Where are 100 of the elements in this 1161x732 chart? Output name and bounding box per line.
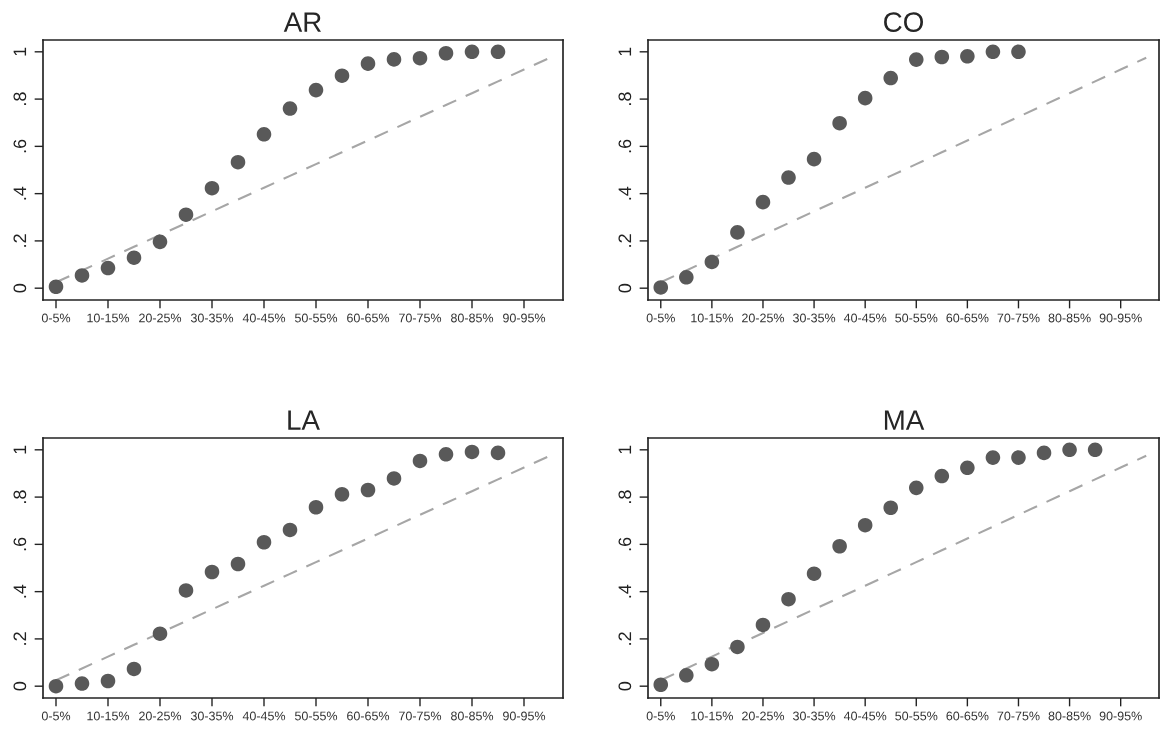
point	[832, 538, 847, 554]
point	[256, 534, 272, 550]
point	[679, 668, 694, 683]
x-tick-label: 80-85%	[1048, 313, 1091, 323]
point	[308, 82, 324, 98]
x-tick-label: 10-15%	[87, 711, 130, 721]
x-tick-label: 90-95%	[1099, 313, 1142, 323]
point	[490, 445, 506, 461]
point	[704, 656, 720, 672]
point	[781, 591, 796, 607]
point	[679, 270, 694, 285]
point	[985, 450, 1001, 465]
y-tick-label: .6	[618, 537, 632, 551]
point	[412, 50, 428, 66]
point	[730, 225, 745, 240]
y-tick-label: 1	[13, 47, 27, 56]
x-tick-label: 30-35%	[190, 313, 234, 323]
point	[334, 486, 350, 502]
point	[282, 522, 298, 538]
point	[438, 45, 454, 61]
x-tick-label: 20-25%	[742, 711, 785, 721]
point	[126, 250, 142, 265]
y-tick-label: .4	[618, 186, 632, 200]
x-tick-label: 40-45%	[843, 313, 887, 323]
chart-title: LA	[288, 410, 320, 430]
x-tick-label: 50-55%	[895, 313, 938, 323]
y-tick-label: .4	[13, 584, 27, 598]
x-tick-label: 90-95%	[1099, 711, 1142, 721]
y-tick-label: .8	[13, 92, 27, 105]
x-tick-label: 60-65%	[347, 313, 390, 323]
x-tick-label: 70-75%	[997, 711, 1040, 721]
x-tick-label: 70-75%	[997, 313, 1040, 323]
point	[857, 90, 873, 106]
y-tick-label: .2	[618, 632, 632, 645]
x-tick-label: 60-65%	[946, 313, 989, 323]
point	[464, 444, 480, 460]
y-tick-label: .8	[618, 490, 632, 503]
point	[704, 254, 720, 270]
point	[412, 453, 428, 469]
chart-title: MA	[884, 410, 925, 430]
chart-title: AR	[283, 12, 321, 32]
point	[832, 115, 847, 131]
x-tick-label: 70-75%	[399, 711, 442, 721]
point	[908, 52, 924, 67]
point	[230, 556, 246, 572]
point	[308, 499, 324, 515]
point	[490, 44, 506, 60]
x-tick-label: 90-95%	[503, 711, 546, 721]
point	[806, 566, 822, 581]
point	[230, 154, 246, 170]
point	[1011, 44, 1026, 60]
point	[934, 49, 950, 65]
point	[438, 447, 454, 462]
y-tick-label: .6	[618, 139, 632, 153]
point	[204, 180, 220, 196]
x-tick-label: 0-5%	[41, 711, 71, 721]
y-tick-label: .4	[618, 584, 632, 598]
point	[74, 676, 90, 691]
x-tick-label: 10-15%	[691, 711, 733, 721]
x-tick-label: 60-65%	[946, 711, 989, 721]
point	[386, 471, 402, 486]
point	[100, 673, 116, 689]
x-tick-label: 80-85%	[451, 313, 494, 323]
point	[1011, 450, 1026, 465]
point	[781, 170, 796, 185]
x-tick-label: 50-55%	[294, 711, 338, 721]
point	[256, 127, 272, 142]
point	[178, 207, 194, 222]
x-tick-label: 90-95%	[503, 313, 546, 323]
x-tick-label: 50-55%	[294, 313, 338, 323]
point	[386, 52, 402, 67]
y-tick-label: .8	[13, 490, 27, 503]
point	[48, 279, 64, 295]
point	[464, 44, 480, 60]
point	[1036, 445, 1052, 461]
x-tick-label: 20-25%	[742, 313, 785, 323]
x-tick-label: 0-5%	[41, 313, 71, 323]
x-tick-label: 30-35%	[793, 313, 836, 323]
y-tick-label: 0	[13, 283, 27, 293]
point	[100, 260, 116, 276]
point	[960, 460, 975, 476]
x-tick-label: 80-85%	[1048, 711, 1091, 721]
y-tick-label: 0	[618, 283, 632, 293]
x-tick-label: 30-35%	[190, 711, 234, 721]
y-tick-label: .4	[13, 186, 27, 200]
x-tick-label: 20-25%	[139, 313, 182, 323]
x-tick-label: 0-5%	[646, 711, 675, 721]
point	[74, 268, 90, 283]
point	[960, 49, 975, 64]
y-tick-label: .2	[13, 632, 27, 645]
point	[178, 583, 194, 598]
point	[282, 101, 298, 116]
point	[126, 661, 142, 677]
x-tick-label: 40-45%	[242, 711, 286, 721]
point	[653, 280, 669, 295]
point	[985, 44, 1001, 60]
y-tick-label: .2	[13, 234, 27, 247]
point	[653, 677, 669, 693]
point	[730, 639, 745, 655]
x-tick-label: 0-5%	[646, 313, 675, 323]
